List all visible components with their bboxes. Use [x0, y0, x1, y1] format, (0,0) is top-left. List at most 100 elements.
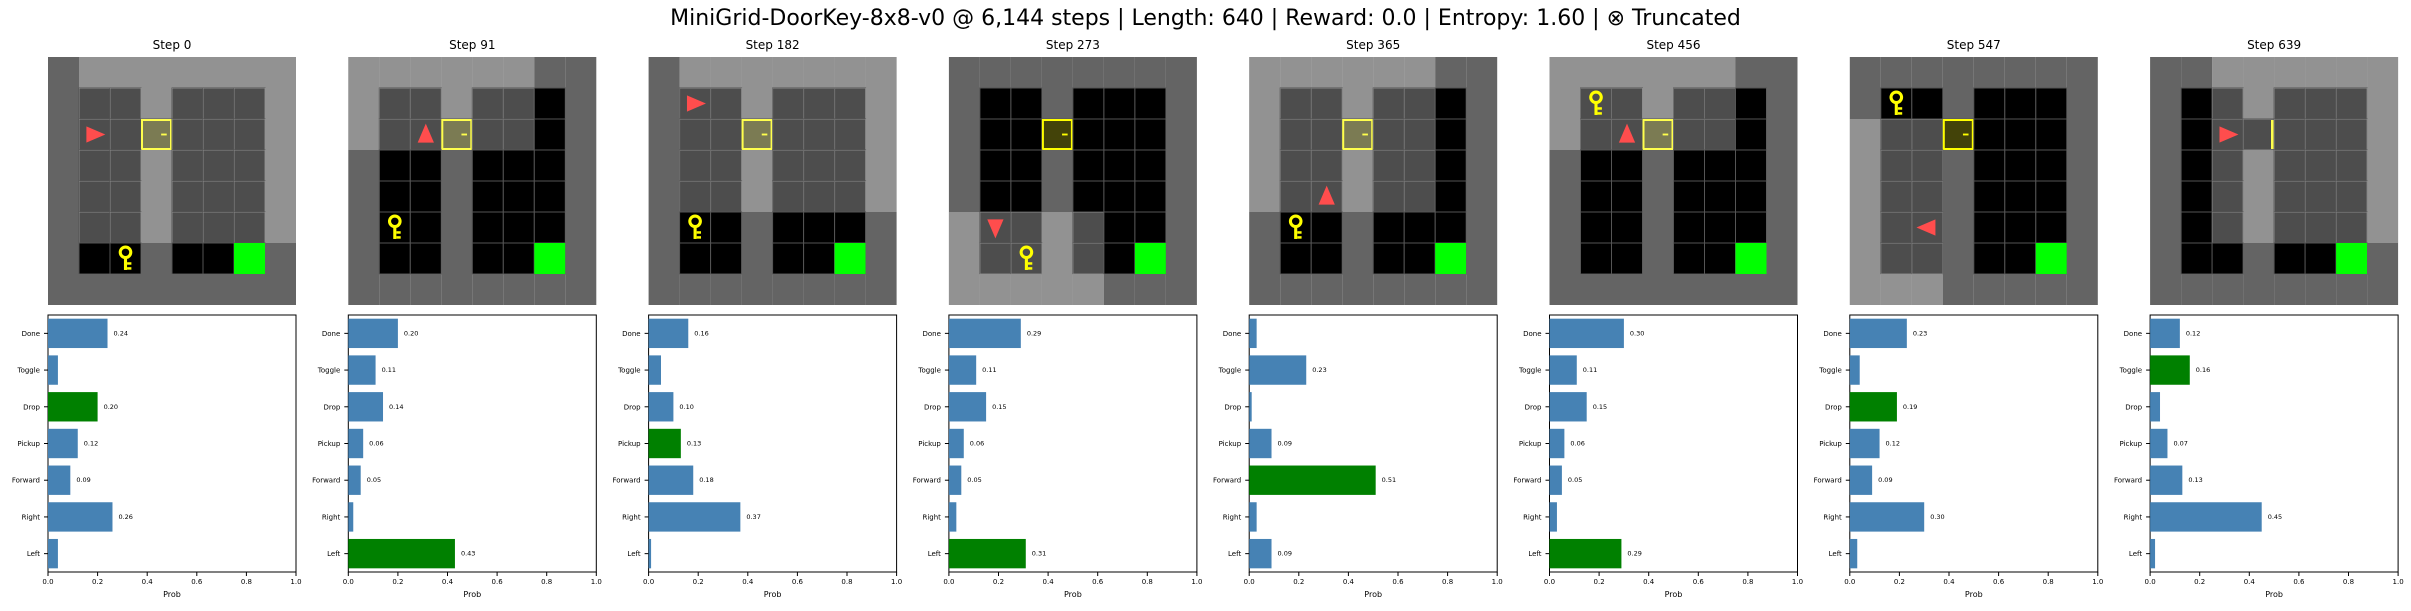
category-tick-label: Drop — [1525, 403, 1542, 411]
visible-overlay — [503, 119, 535, 150]
wall-cell — [1611, 57, 1643, 88]
wall-cell — [1549, 88, 1581, 119]
wall-cell — [48, 57, 79, 88]
floor-cell — [772, 211, 805, 244]
category-tick-label: Left — [1228, 550, 1241, 558]
category-tick-label: Pickup — [918, 440, 941, 448]
data-label: 0.07 — [2173, 440, 2187, 448]
wall-cell — [772, 57, 804, 88]
panel: Step 91 Done 0.20 Toggle 0.11 Drop 0.14 Pickup 0… — [312, 38, 602, 599]
visible-overlay — [265, 88, 296, 119]
data-label: 0.10 — [679, 403, 693, 411]
floor-cell — [2211, 180, 2244, 213]
bar — [48, 392, 98, 422]
bar — [2150, 318, 2180, 349]
category-tick-label: Forward — [2114, 477, 2142, 485]
category-tick-label: Pickup — [1819, 440, 1842, 448]
wall-cell — [1249, 119, 1281, 150]
wall-cell — [2367, 274, 2399, 305]
wall-cell — [1766, 274, 1798, 305]
visible-overlay — [79, 57, 110, 88]
wall-cell — [1580, 57, 1612, 88]
visible-overlay — [172, 212, 203, 243]
wall-cell — [565, 88, 597, 119]
visible-overlay — [1311, 57, 1343, 88]
door-handle — [1962, 133, 1969, 136]
panel-step-label: Step 273 — [1046, 38, 1100, 52]
bar — [2150, 392, 2161, 422]
wall-cell — [648, 274, 680, 305]
wall-cell — [648, 181, 680, 212]
wall-cell — [1404, 57, 1436, 88]
x-tick-label: 0.4 — [142, 578, 154, 586]
wall-cell — [1766, 212, 1798, 243]
data-label: 0.30 — [1630, 329, 1644, 337]
visible-overlay — [1342, 57, 1374, 88]
data-label: 0.20 — [104, 403, 118, 411]
visible-overlay — [2212, 150, 2244, 181]
visible-overlay — [2243, 150, 2275, 181]
x-tick-label: 0.4 — [1343, 578, 1355, 586]
wall-cell — [565, 212, 597, 243]
wall-cell — [1642, 57, 1674, 88]
bar — [348, 538, 455, 569]
wall-cell — [348, 150, 380, 181]
wall-cell — [1642, 181, 1674, 212]
category-tick-label: Right — [1223, 513, 1242, 521]
visible-overlay — [441, 88, 473, 119]
visible-overlay — [1880, 119, 1912, 150]
wall-cell — [2367, 57, 2399, 88]
floor-cell — [2035, 149, 2068, 182]
visible-overlay — [2305, 212, 2337, 243]
wall-cell — [2150, 181, 2182, 212]
visible-overlay — [1911, 274, 1943, 305]
door-handle — [161, 133, 167, 136]
visible-overlay — [141, 181, 172, 212]
visible-overlay — [1311, 88, 1343, 119]
wall-cell — [265, 212, 296, 243]
wall-cell — [2150, 150, 2182, 181]
wall-cell — [948, 88, 980, 119]
visible-overlay — [110, 57, 141, 88]
data-label: 0.15 — [1593, 403, 1607, 411]
visible-overlay — [834, 57, 866, 88]
bar — [948, 502, 957, 532]
wall-cell — [741, 57, 773, 88]
wall-cell — [2066, 181, 2098, 212]
floor-cell — [1880, 211, 1913, 244]
visible-overlay — [2243, 181, 2275, 212]
x-axis-label: Prob — [1064, 590, 1082, 599]
wall-cell — [1466, 181, 1498, 212]
bar — [1549, 428, 1565, 459]
floor-cell — [1434, 87, 1467, 120]
visible-overlay — [834, 119, 866, 150]
floor-cell — [533, 149, 566, 182]
category-tick-label: Done — [322, 330, 340, 338]
bar-chart: Done Toggle 0.23 Drop Pickup 0.09 Forward 0.51 R… — [1213, 314, 1503, 599]
visible-overlay — [1373, 119, 1405, 150]
wall-cell — [1249, 243, 1281, 274]
wall-cell — [2367, 243, 2399, 274]
visible-overlay — [1373, 181, 1405, 212]
visible-overlay — [1642, 119, 1674, 150]
visible-overlay — [234, 57, 265, 88]
visible-overlay — [1849, 212, 1881, 243]
key-shaft — [1294, 225, 1298, 239]
wall-cell — [1466, 243, 1498, 274]
wall-cell — [1642, 243, 1674, 274]
visible-overlay — [79, 88, 110, 119]
floor-cell — [772, 180, 805, 213]
bar — [1549, 538, 1622, 569]
floor-cell — [78, 242, 111, 275]
visible-overlay — [348, 88, 380, 119]
category-tick-label: Toggle — [16, 367, 40, 375]
floor-cell — [1103, 87, 1136, 120]
x-tick-label: 0.6 — [1392, 578, 1404, 586]
floor-cell — [1611, 180, 1643, 213]
floor-cell — [1580, 211, 1612, 244]
visible-overlay — [1249, 181, 1281, 212]
x-tick-label: 0.2 — [693, 578, 704, 586]
visible-overlay — [410, 57, 442, 88]
visible-overlay — [741, 57, 773, 88]
wall-cell — [1373, 57, 1405, 88]
